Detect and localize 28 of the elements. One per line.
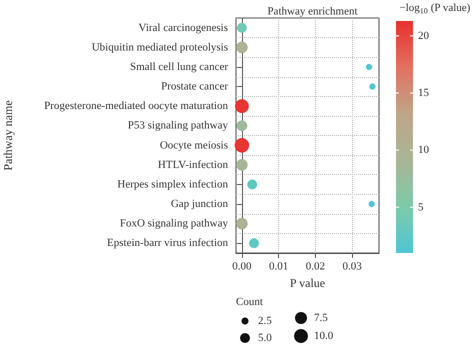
y-tick-label: P53 signaling pathway — [128, 120, 228, 132]
x-tick-label: 0.02 — [306, 260, 326, 272]
y-tick-label: Gap junction — [170, 198, 228, 210]
y-tick-label: Herpes simplex infection — [117, 178, 228, 190]
x-tick-label: 0.00 — [232, 260, 252, 272]
chart-title: Pathway enrichment — [267, 6, 358, 18]
legend-label: 2.5 — [258, 315, 272, 327]
color-bar-label: 20 — [418, 30, 430, 42]
legend-label: 7.5 — [314, 312, 328, 324]
y-tick-label: Viral carcinogenesis — [138, 22, 228, 34]
legend-label: 10.0 — [314, 330, 334, 342]
legend-label: 5.0 — [258, 332, 272, 344]
x-tick-label: 0.03 — [342, 260, 362, 272]
y-tick-label: Prostate cancer — [161, 80, 228, 93]
color-bar-label: 15 — [418, 87, 430, 99]
y-tick-label: Ubiquitin mediated proteolysis — [92, 41, 228, 54]
legend-title: Count — [236, 296, 263, 308]
y-tick-label: HTLV-infection — [158, 158, 228, 171]
y-axis-title: Pathway name — [1, 100, 15, 171]
color-bar-label: 10 — [418, 144, 430, 156]
y-tick-label: Oocyte meiosis — [160, 139, 228, 152]
x-tick-label: 0.01 — [269, 260, 288, 272]
y-tick-label: Epstein-barr virus infection — [107, 237, 228, 250]
y-tick-label: FoxO signaling pathway — [120, 218, 228, 230]
color-bar-label: 5 — [418, 201, 424, 214]
x-axis-title: P value — [290, 276, 326, 290]
y-tick-label: Small cell lung cancer — [130, 60, 228, 73]
y-tick-label: Progesterone-mediated oocyte maturation — [44, 100, 228, 112]
